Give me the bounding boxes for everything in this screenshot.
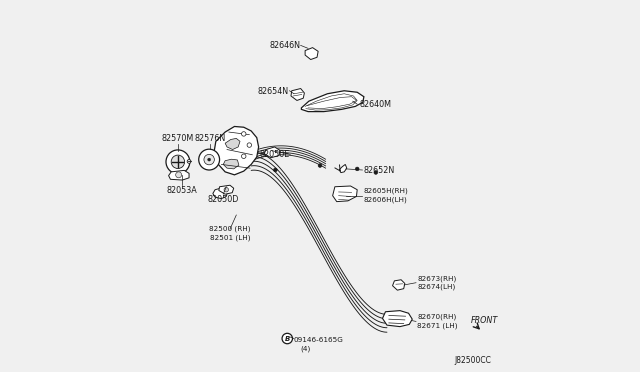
Text: 82654N: 82654N	[257, 87, 289, 96]
Text: 82646N: 82646N	[269, 41, 301, 50]
Text: FRONT: FRONT	[471, 316, 499, 325]
Circle shape	[204, 154, 214, 165]
Polygon shape	[291, 89, 305, 100]
Text: 82605H(RH): 82605H(RH)	[364, 188, 408, 195]
Text: 82671 (LH): 82671 (LH)	[417, 323, 458, 329]
Text: 82501 (LH): 82501 (LH)	[210, 234, 250, 241]
Circle shape	[172, 155, 184, 169]
Circle shape	[355, 167, 359, 171]
Polygon shape	[392, 280, 405, 290]
Polygon shape	[264, 147, 280, 158]
Circle shape	[199, 149, 220, 170]
Polygon shape	[301, 91, 364, 112]
Text: 82674(LH): 82674(LH)	[417, 284, 456, 291]
Text: 09146-6165G: 09146-6165G	[294, 337, 344, 343]
Circle shape	[166, 150, 190, 174]
Circle shape	[247, 143, 252, 147]
Polygon shape	[333, 186, 357, 202]
Polygon shape	[168, 170, 189, 180]
Text: 82606H(LH): 82606H(LH)	[364, 197, 407, 203]
Polygon shape	[225, 138, 240, 150]
Text: 82053A: 82053A	[167, 186, 198, 195]
Text: 82570M: 82570M	[162, 134, 194, 143]
Text: 82500 (RH): 82500 (RH)	[209, 225, 251, 232]
Text: 82673(RH): 82673(RH)	[417, 275, 457, 282]
Circle shape	[224, 187, 228, 192]
Text: J82500CC: J82500CC	[454, 356, 491, 365]
Polygon shape	[213, 187, 228, 199]
Text: 82652N: 82652N	[364, 166, 395, 174]
Polygon shape	[219, 185, 234, 194]
Circle shape	[318, 164, 322, 167]
Text: 82640M: 82640M	[359, 100, 391, 109]
Circle shape	[207, 158, 211, 161]
Circle shape	[241, 154, 246, 158]
Circle shape	[273, 168, 277, 172]
Polygon shape	[305, 48, 318, 60]
Polygon shape	[383, 311, 412, 327]
Polygon shape	[339, 164, 347, 173]
Circle shape	[282, 333, 292, 344]
Text: (4): (4)	[301, 346, 311, 352]
Polygon shape	[223, 159, 239, 169]
Polygon shape	[214, 126, 259, 175]
Text: 82576N: 82576N	[195, 134, 226, 143]
Circle shape	[241, 132, 246, 136]
Text: 82670(RH): 82670(RH)	[417, 314, 457, 320]
Circle shape	[175, 172, 182, 178]
Text: 82050E: 82050E	[260, 150, 291, 159]
Text: 82050D: 82050D	[207, 195, 239, 204]
Circle shape	[374, 171, 378, 174]
Text: B: B	[285, 336, 290, 341]
Circle shape	[187, 160, 191, 163]
